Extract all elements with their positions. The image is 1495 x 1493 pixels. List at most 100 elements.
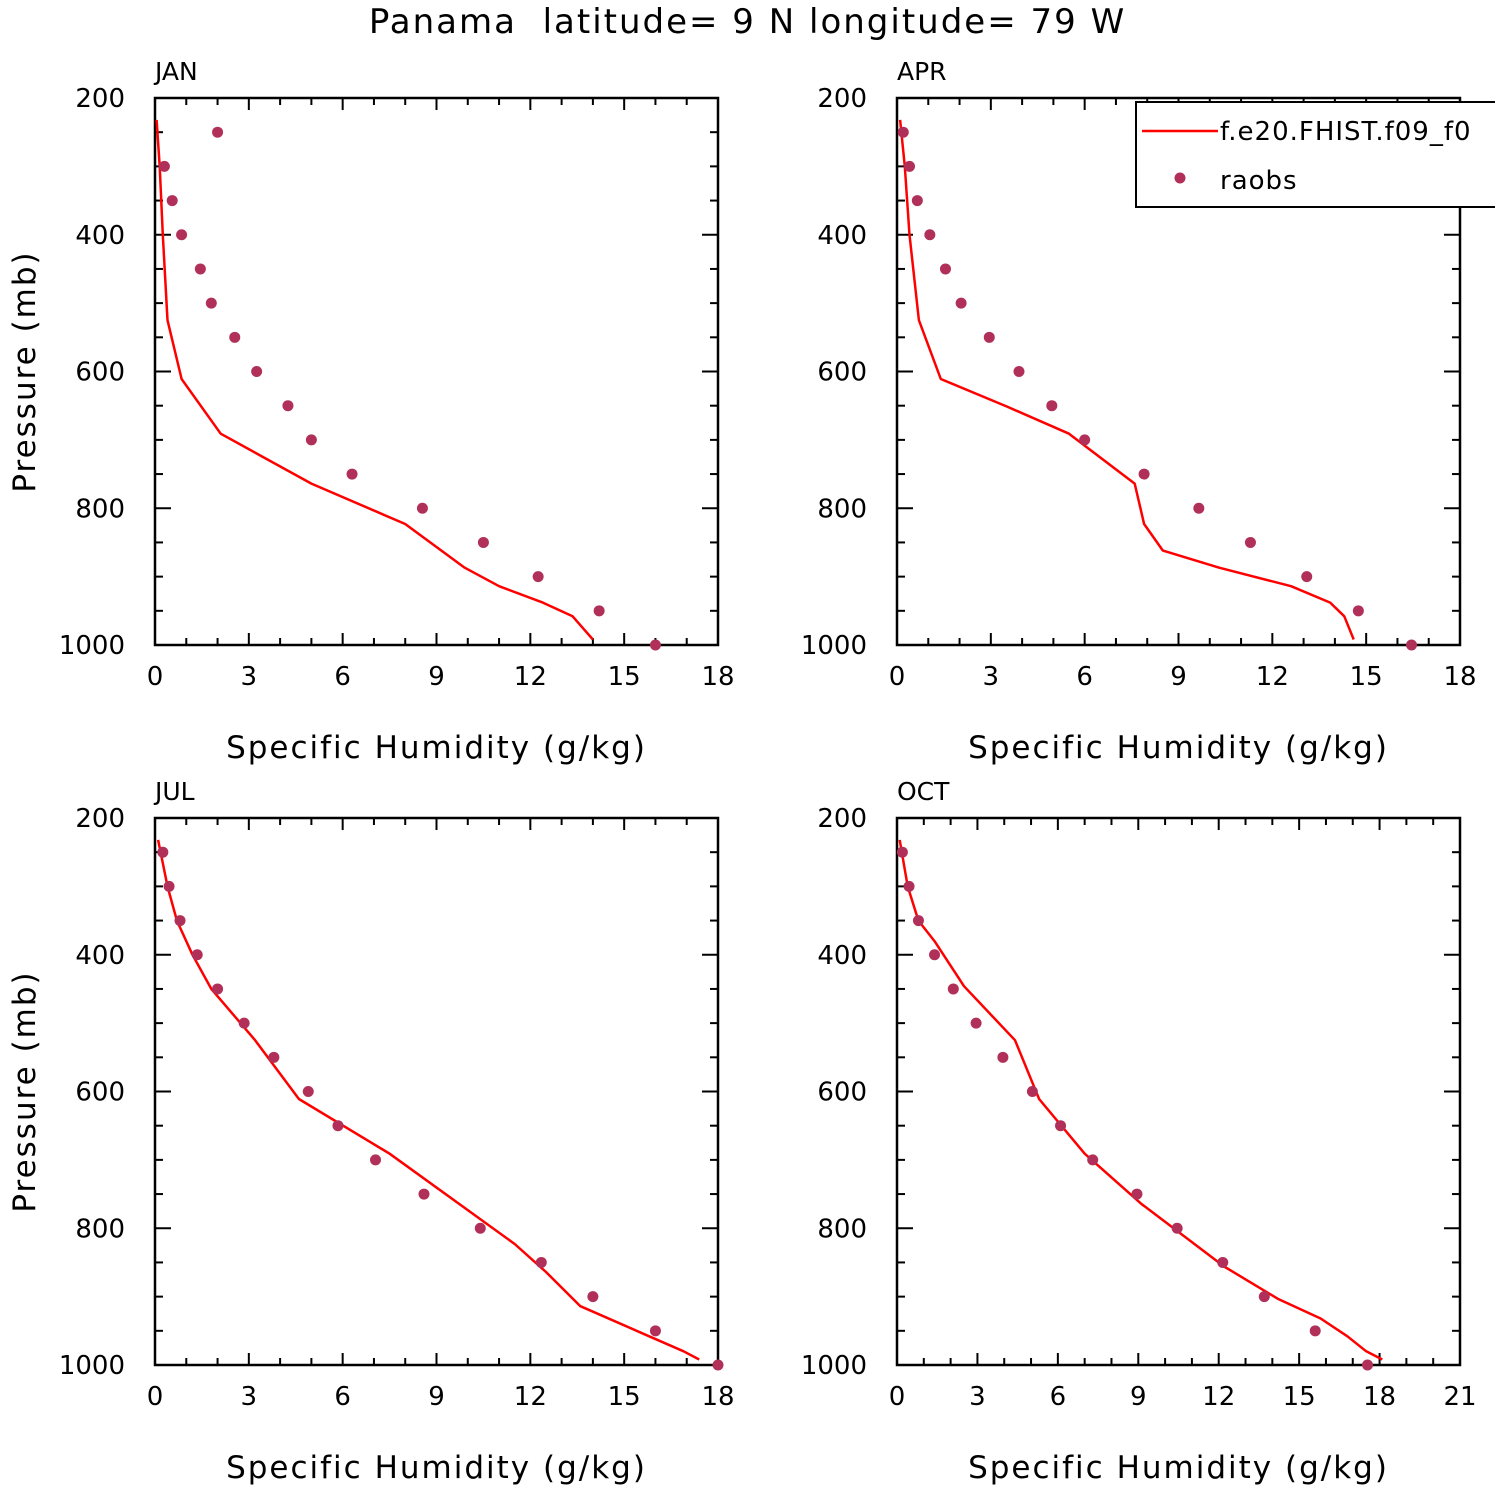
y-tick-label: 600: [75, 358, 125, 388]
raobs-point: [163, 880, 175, 892]
raobs-point: [268, 1051, 280, 1063]
raobs-point: [1087, 1154, 1099, 1166]
x-tick-label: 9: [428, 662, 445, 692]
y-tick-label: 200: [817, 84, 867, 114]
raobs-point: [474, 1222, 486, 1234]
raobs-point: [176, 229, 188, 241]
y-axis-label: Pressure (mb): [7, 970, 43, 1212]
x-axis-label: Specific Humidity (g/kg): [968, 1450, 1389, 1486]
x-tick-label: 18: [1363, 1382, 1396, 1412]
raobs-point: [346, 468, 358, 480]
panel-jul: 0 3 6 9 12 15 18 200 400 600 800 1000 JUL Specific Hu…: [7, 777, 735, 1486]
y-tick-label: 400: [75, 221, 125, 251]
x-tick-label: 18: [1443, 662, 1476, 692]
raobs-point: [535, 1256, 547, 1268]
raobs-point: [924, 229, 936, 241]
x-tick-label: 9: [1170, 662, 1187, 692]
raobs-point: [997, 1051, 1009, 1063]
raobs-point: [174, 915, 186, 927]
raobs-point: [1046, 400, 1058, 412]
raobs-point: [649, 639, 661, 651]
x-tick-label: 3: [241, 662, 258, 692]
y-tick-label: 400: [75, 941, 125, 971]
y-tick-label: 600: [817, 1078, 867, 1108]
y-tick-label: 1000: [59, 631, 125, 661]
x-tick-label: 6: [1050, 1382, 1067, 1412]
figure-title: Panama latitude= 9 N longitude= 79 W: [368, 2, 1127, 42]
x-tick-label: 15: [1350, 662, 1383, 692]
raobs-point: [1258, 1291, 1270, 1303]
panel-jan: 0 3 6 9 12 15 18 200 400 600 800 1000 JAN Specific Hu…: [7, 57, 735, 766]
raobs-point: [712, 1359, 724, 1371]
raobs-point: [157, 846, 169, 858]
plot-frame: [153, 816, 720, 1367]
model-series-line: [898, 119, 1355, 640]
raobs-point: [158, 160, 170, 172]
raobs-point: [416, 502, 428, 514]
raobs-point: [1193, 502, 1205, 514]
raobs-point: [897, 126, 909, 138]
raobs-point: [983, 331, 995, 343]
x-tick-label: 9: [428, 1382, 445, 1412]
raobs-point: [229, 331, 241, 343]
raobs-point: [370, 1154, 382, 1166]
y-tick-label: 800: [817, 1214, 867, 1244]
legend-marker-swatch: [1174, 172, 1186, 184]
legend-entry-raobs: raobs: [1220, 166, 1298, 196]
raobs-point: [1244, 536, 1256, 548]
raobs-point: [912, 915, 924, 927]
raobs-point: [929, 949, 941, 961]
x-axis-label: Specific Humidity (g/kg): [226, 1450, 647, 1486]
y-tick-label: 600: [75, 1078, 125, 1108]
raobs-point: [1026, 1086, 1038, 1097]
y-tick-label: 600: [817, 358, 867, 388]
raobs-point: [212, 126, 224, 138]
raobs-point: [970, 1017, 982, 1029]
raobs-point: [896, 846, 908, 858]
raobs-point: [212, 983, 224, 995]
y-tick-label: 800: [817, 494, 867, 524]
raobs-point: [282, 400, 294, 412]
x-tick-label: 12: [1202, 1382, 1235, 1412]
raobs-point: [191, 949, 203, 961]
y-tick-label: 800: [75, 1214, 125, 1244]
raobs-point: [903, 880, 915, 892]
x-tick-label: 3: [241, 1382, 258, 1412]
raobs-point: [955, 297, 967, 309]
raobs-point: [1055, 1120, 1067, 1132]
model-series-line: [898, 839, 1383, 1361]
raobs-point: [332, 1120, 344, 1132]
x-axis-label: Specific Humidity (g/kg): [226, 730, 647, 766]
x-tick-label: 3: [969, 1382, 986, 1412]
x-tick-label: 12: [514, 1382, 547, 1412]
x-tick-label: 12: [1256, 662, 1289, 692]
model-series-line: [156, 839, 700, 1361]
plot-frame: [895, 816, 1462, 1367]
raobs-point: [587, 1291, 599, 1303]
raobs-point: [1138, 468, 1150, 480]
x-tick-label: 0: [147, 1382, 164, 1412]
x-tick-label: 18: [701, 662, 734, 692]
raobs-point: [939, 263, 951, 275]
panel-label: JUL: [153, 777, 195, 806]
plot-frame: [153, 96, 720, 647]
legend-box: [1135, 101, 1495, 208]
x-tick-label: 15: [1283, 1382, 1316, 1412]
raobs-point: [911, 195, 923, 207]
raobs-point: [194, 263, 206, 275]
x-tick-label: 0: [889, 1382, 906, 1412]
x-tick-label: 21: [1443, 1382, 1476, 1412]
raobs-point: [649, 1325, 661, 1337]
y-tick-label: 1000: [59, 1351, 125, 1381]
y-axis-label: Pressure (mb): [7, 250, 43, 492]
raobs-point: [302, 1086, 314, 1097]
raobs-point: [1013, 366, 1025, 377]
y-tick-label: 200: [75, 84, 125, 114]
raobs-point: [904, 160, 916, 172]
raobs-point: [418, 1188, 430, 1200]
raobs-point: [205, 297, 217, 309]
raobs-point: [1171, 1222, 1183, 1234]
panel-label: JAN: [153, 57, 198, 86]
